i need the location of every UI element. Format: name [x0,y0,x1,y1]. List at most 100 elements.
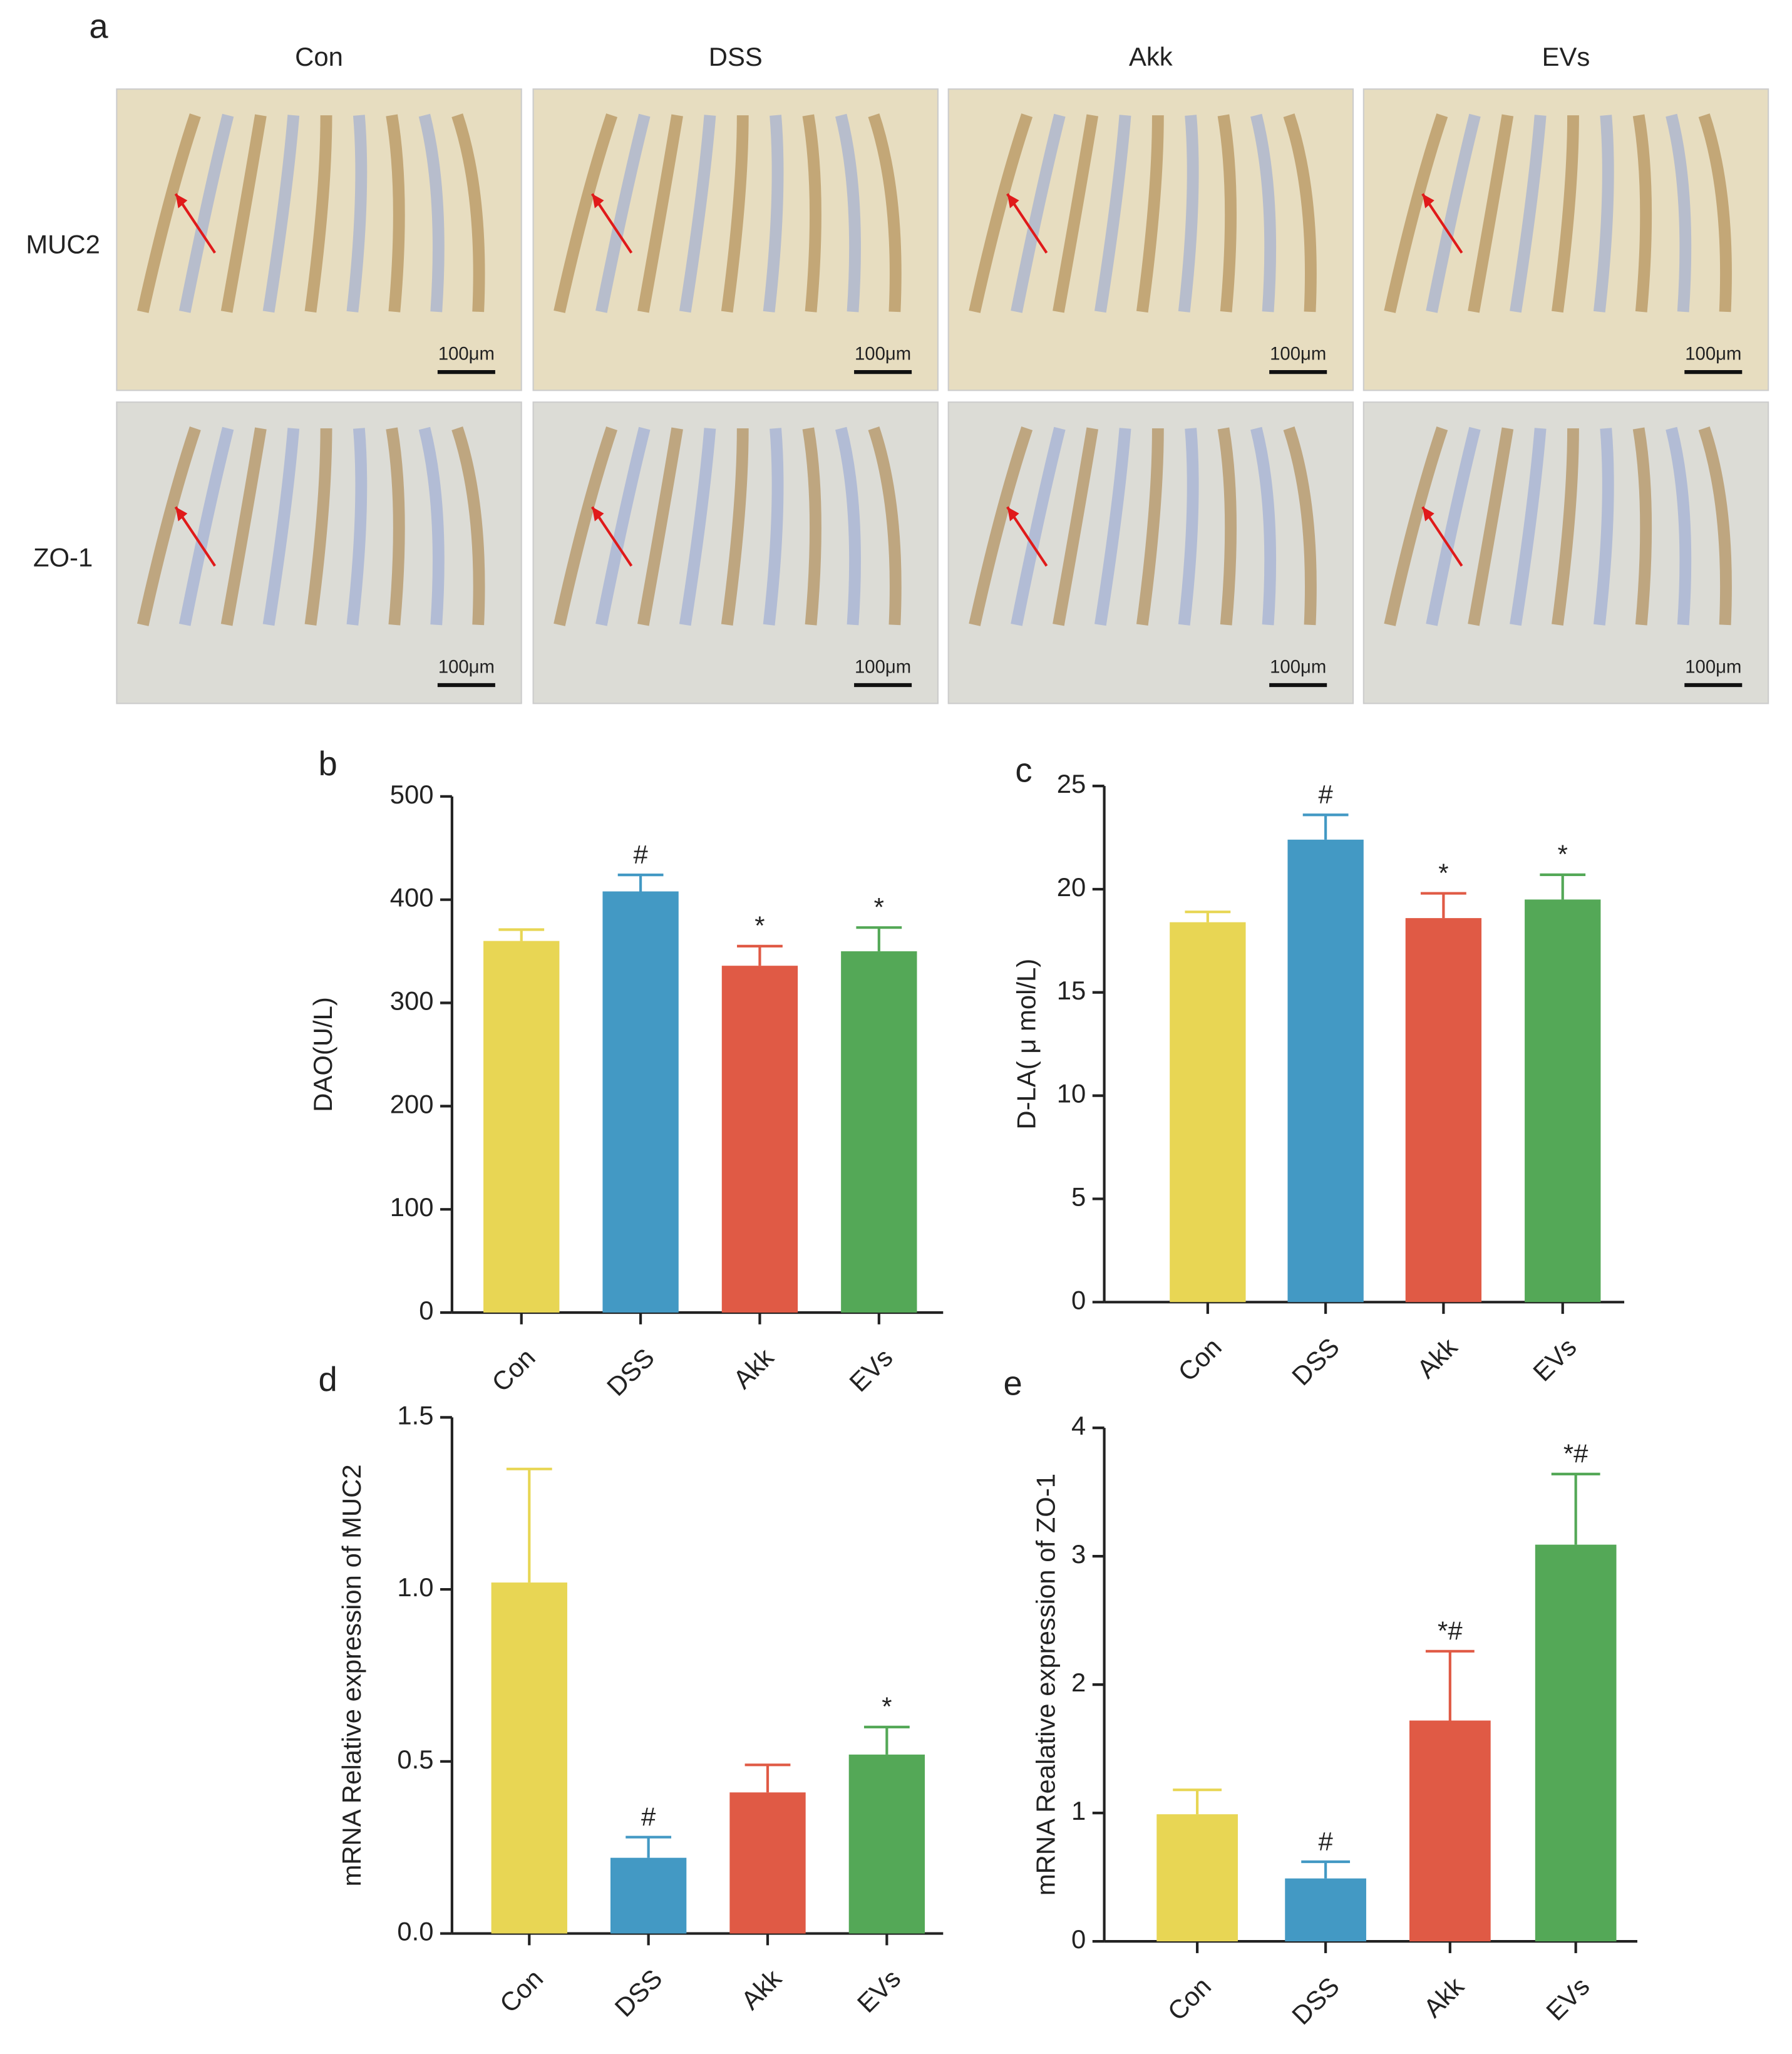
tissue-stripe [418,113,445,312]
bar [1156,1814,1238,1942]
significance-mark: * [1558,840,1568,869]
arrow-head [1007,507,1019,522]
tissue-stripe [1094,115,1131,313]
x-tick-label: Akk [1411,1332,1463,1384]
tissue-stripe [262,428,300,626]
tissue-stripe [1178,428,1199,626]
tissue-stripe [386,427,405,626]
tissue-stripe [178,113,234,313]
y-tick-label: 200 [390,1089,434,1118]
panel-label: c [1015,751,1032,790]
panel-label: a [89,7,108,45]
tissue-stripe [1510,428,1547,626]
arrow-head [592,194,604,209]
tissue-stripe [595,426,651,626]
x-tick-label: DSS [1286,1332,1345,1391]
scale-bar-label: 100μm [1270,657,1326,678]
x-tick-label: Con [1162,1971,1217,2026]
y-axis-label: mRNA Realative expression of ZO-1 [1031,1473,1061,1896]
bar [1535,1544,1617,1942]
arrow-head [592,507,604,522]
tissue-stripe [763,428,784,626]
column-header: Akk [1129,42,1173,71]
y-tick-label: 1.0 [397,1572,433,1602]
x-tick-label: EVs [852,1963,906,2018]
x-tick-label: DSS [609,1963,667,2022]
significance-mark: # [1318,780,1333,809]
tissue-stripe [868,113,902,312]
y-tick-label: 400 [390,883,434,912]
significance-mark: * [882,1692,892,1721]
tissue-stripe [418,426,445,626]
y-tick-label: 100 [390,1192,434,1222]
significance-mark: # [641,1802,656,1831]
x-tick-label: Akk [728,1343,780,1395]
bar [610,1857,687,1934]
tissue-stripe [1053,114,1099,313]
scale-bar-label: 100μm [1685,657,1741,678]
tissue-stripe [1283,426,1317,626]
significance-mark: *# [1438,1616,1463,1646]
tissue-stripe [1178,115,1199,312]
arrow-head [175,194,188,209]
tissue-stripe [595,113,651,313]
column-header: EVs [1542,42,1590,71]
y-tick-label: 500 [390,780,434,809]
bar [848,1754,925,1934]
y-tick-label: 0.5 [397,1745,433,1774]
tissue-stripe [1283,113,1317,312]
bar [1170,922,1246,1303]
tissue-stripe [721,428,749,626]
significance-mark: * [874,892,884,922]
tissue-stripe [637,427,683,626]
y-axis-label: mRNA Relative expression of MUC2 [337,1464,366,1886]
tissue-stripe [137,113,201,313]
x-tick-label: Con [1172,1332,1227,1386]
y-tick-label: 0.0 [397,1917,433,1946]
bar [1405,918,1482,1303]
bar [602,891,679,1313]
y-tick-label: 10 [1057,1079,1086,1108]
tissue-stripe [679,428,716,626]
tissue-stripe [1426,426,1481,626]
tissue-stripe [386,114,405,312]
tissue-stripe [1552,428,1579,626]
tissue-stripe [554,426,618,626]
tissue-stripe [1552,115,1579,313]
y-tick-label: 25 [1057,769,1086,798]
tissue-stripe [346,115,368,312]
tissue-stripe [451,426,485,626]
column-header: DSS [709,42,763,71]
tissue-stripe [1510,115,1547,313]
x-tick-label: DSS [601,1343,660,1401]
bar [491,1582,567,1934]
y-tick-label: 300 [390,986,434,1016]
tissue-stripe [763,115,784,312]
arrow-head [175,507,188,522]
y-tick-label: 2 [1071,1668,1086,1697]
y-tick-label: 0 [1071,1924,1086,1954]
tissue-stripe [1593,115,1614,312]
scale-bar-label: 100μm [438,344,495,364]
tissue-stripe [1468,114,1514,313]
tissue-stripe [721,115,749,313]
tissue-stripe [220,427,267,626]
scale-bar-label: 100μm [855,344,911,364]
arrow-head [1422,507,1434,522]
tissue-stripe [1698,113,1732,312]
tissue-stripe [1217,114,1237,312]
bar [1285,1878,1366,1942]
scale-bar-label: 100μm [1270,344,1326,364]
tissue-stripe [1384,113,1448,313]
tissue-stripe [554,113,618,313]
tissue-stripe [969,113,1033,313]
y-tick-label: 15 [1057,976,1086,1005]
row-label: MUC2 [26,229,100,259]
y-tick-label: 0 [1071,1285,1086,1314]
tissue-stripe [802,114,821,312]
tissue-stripe [835,113,861,312]
tissue-stripe [1593,428,1614,626]
tissue-stripe [1698,426,1732,626]
bar [483,941,560,1313]
